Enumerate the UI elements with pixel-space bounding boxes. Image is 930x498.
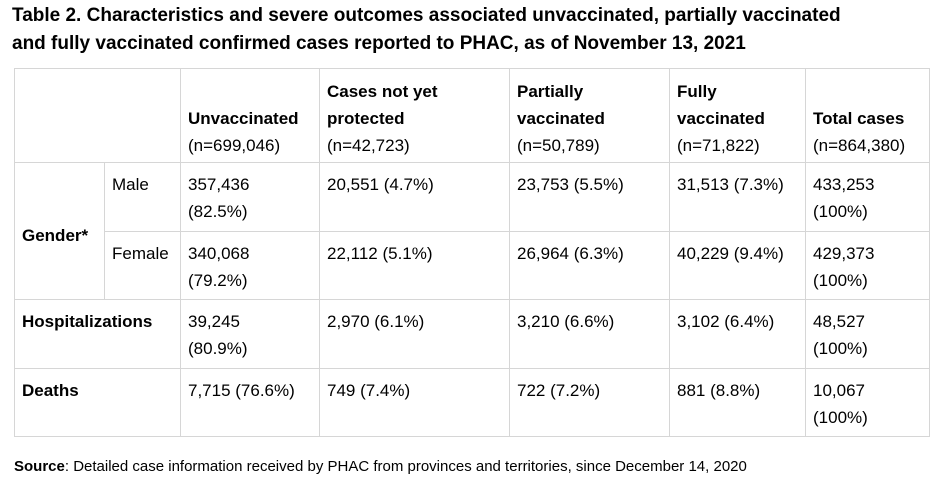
header-total-title: Total cases bbox=[813, 109, 905, 128]
female-partial: 26,964 (6.3%) bbox=[509, 231, 670, 300]
header-unvaccinated: Unvaccinated (n=699,046) bbox=[180, 68, 320, 163]
header-partial-title-2: vaccinated bbox=[517, 109, 605, 128]
female-total-value: 429,373 bbox=[813, 244, 875, 263]
header-unvaccinated-title: Unvaccinated bbox=[188, 109, 299, 128]
male-partial: 23,753 (5.5%) bbox=[509, 162, 670, 232]
header-full-title-1: Fully bbox=[677, 82, 717, 101]
header-total: Total cases (n=864,380) bbox=[805, 68, 930, 163]
caption-line-1: Table 2. Characteristics and severe outc… bbox=[12, 5, 841, 26]
hospitalizations-total-value: 48,527 bbox=[813, 312, 865, 331]
source-note: Source: Detailed case information receiv… bbox=[14, 456, 747, 478]
female-not-protected: 22,112 (5.1%) bbox=[319, 231, 510, 300]
deaths-total-value: 10,067 bbox=[813, 381, 865, 400]
table-row-deaths: Deaths 7,715 (76.6%) 749 (7.4%) 722 (7.2… bbox=[14, 368, 930, 437]
deaths-not-protected: 749 (7.4%) bbox=[319, 368, 510, 437]
female-unvaccinated-pct: (79.2%) bbox=[188, 271, 248, 290]
deaths-full: 881 (8.8%) bbox=[669, 368, 806, 437]
deaths-total-pct: (100%) bbox=[813, 408, 868, 427]
header-empty-cell bbox=[14, 68, 181, 163]
male-unvaccinated: 357,436 (82.5%) bbox=[180, 162, 320, 232]
male-total: 433,253 (100%) bbox=[805, 162, 930, 232]
hospitalizations-not-protected: 2,970 (6.1%) bbox=[319, 299, 510, 369]
deaths-label: Deaths bbox=[14, 368, 181, 437]
female-unvaccinated-value: 340,068 bbox=[188, 244, 250, 263]
source-label: Source bbox=[14, 458, 65, 475]
male-unvaccinated-pct: (82.5%) bbox=[188, 202, 248, 221]
header-partial-title-1: Partially bbox=[517, 82, 584, 101]
hospitalizations-unvaccinated-pct: (80.9%) bbox=[188, 339, 248, 358]
table-row-hospitalizations: Hospitalizations 39,245 (80.9%) 2,970 (6… bbox=[14, 299, 930, 369]
header-not-protected-n: (n=42,723) bbox=[327, 136, 410, 155]
header-total-n: (n=864,380) bbox=[813, 136, 906, 155]
female-full: 40,229 (9.4%) bbox=[669, 231, 806, 300]
deaths-unvaccinated: 7,715 (76.6%) bbox=[180, 368, 320, 437]
table-row-male: Gender* Male 357,436 (82.5%) 20,551 (4.7… bbox=[14, 162, 930, 300]
female-total-pct: (100%) bbox=[813, 271, 868, 290]
deaths-total: 10,067 (100%) bbox=[805, 368, 930, 437]
source-text: : Detailed case information received by … bbox=[64, 458, 747, 475]
header-row: Unvaccinated (n=699,046) Cases not yet p… bbox=[14, 68, 930, 163]
header-not-protected-title-1: Cases not yet bbox=[327, 82, 438, 101]
hospitalizations-unvaccinated: 39,245 (80.9%) bbox=[180, 299, 320, 369]
female-label: Female bbox=[104, 231, 181, 300]
header-unvaccinated-n: (n=699,046) bbox=[188, 136, 281, 155]
male-total-pct: (100%) bbox=[813, 202, 868, 221]
table-caption: Table 2. Characteristics and severe outc… bbox=[12, 2, 927, 58]
hospitalizations-partial: 3,210 (6.6%) bbox=[509, 299, 670, 369]
hospitalizations-unvaccinated-value: 39,245 bbox=[188, 312, 240, 331]
header-not-protected-title-2: protected bbox=[327, 109, 405, 128]
male-not-protected: 20,551 (4.7%) bbox=[319, 162, 510, 232]
gender-label: Gender* bbox=[14, 162, 105, 300]
header-partial-n: (n=50,789) bbox=[517, 136, 600, 155]
hospitalizations-label: Hospitalizations bbox=[14, 299, 181, 369]
hospitalizations-total-pct: (100%) bbox=[813, 339, 868, 358]
header-partial: Partially vaccinated (n=50,789) bbox=[509, 68, 670, 163]
male-unvaccinated-value: 357,436 bbox=[188, 175, 250, 194]
header-full-title-2: vaccinated bbox=[677, 109, 765, 128]
header-full: Fully vaccinated (n=71,822) bbox=[669, 68, 806, 163]
hospitalizations-total: 48,527 (100%) bbox=[805, 299, 930, 369]
female-unvaccinated: 340,068 (79.2%) bbox=[180, 231, 320, 300]
header-full-n: (n=71,822) bbox=[677, 136, 760, 155]
male-total-value: 433,253 bbox=[813, 175, 875, 194]
table-row-female: Female 340,068 (79.2%) 22,112 (5.1%) 26,… bbox=[15, 231, 930, 300]
deaths-partial: 722 (7.2%) bbox=[509, 368, 670, 437]
female-total: 429,373 (100%) bbox=[805, 231, 930, 300]
caption-line-2: and fully vaccinated confirmed cases rep… bbox=[12, 33, 746, 54]
header-not-protected: Cases not yet protected (n=42,723) bbox=[319, 68, 510, 163]
male-label: Male bbox=[104, 162, 181, 232]
male-full: 31,513 (7.3%) bbox=[669, 162, 806, 232]
hospitalizations-full: 3,102 (6.4%) bbox=[669, 299, 806, 369]
outcomes-table: Unvaccinated (n=699,046) Cases not yet p… bbox=[14, 68, 930, 437]
